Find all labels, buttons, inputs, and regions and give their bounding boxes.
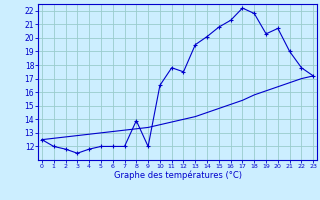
X-axis label: Graphe des températures (°C): Graphe des températures (°C) [114,171,242,180]
